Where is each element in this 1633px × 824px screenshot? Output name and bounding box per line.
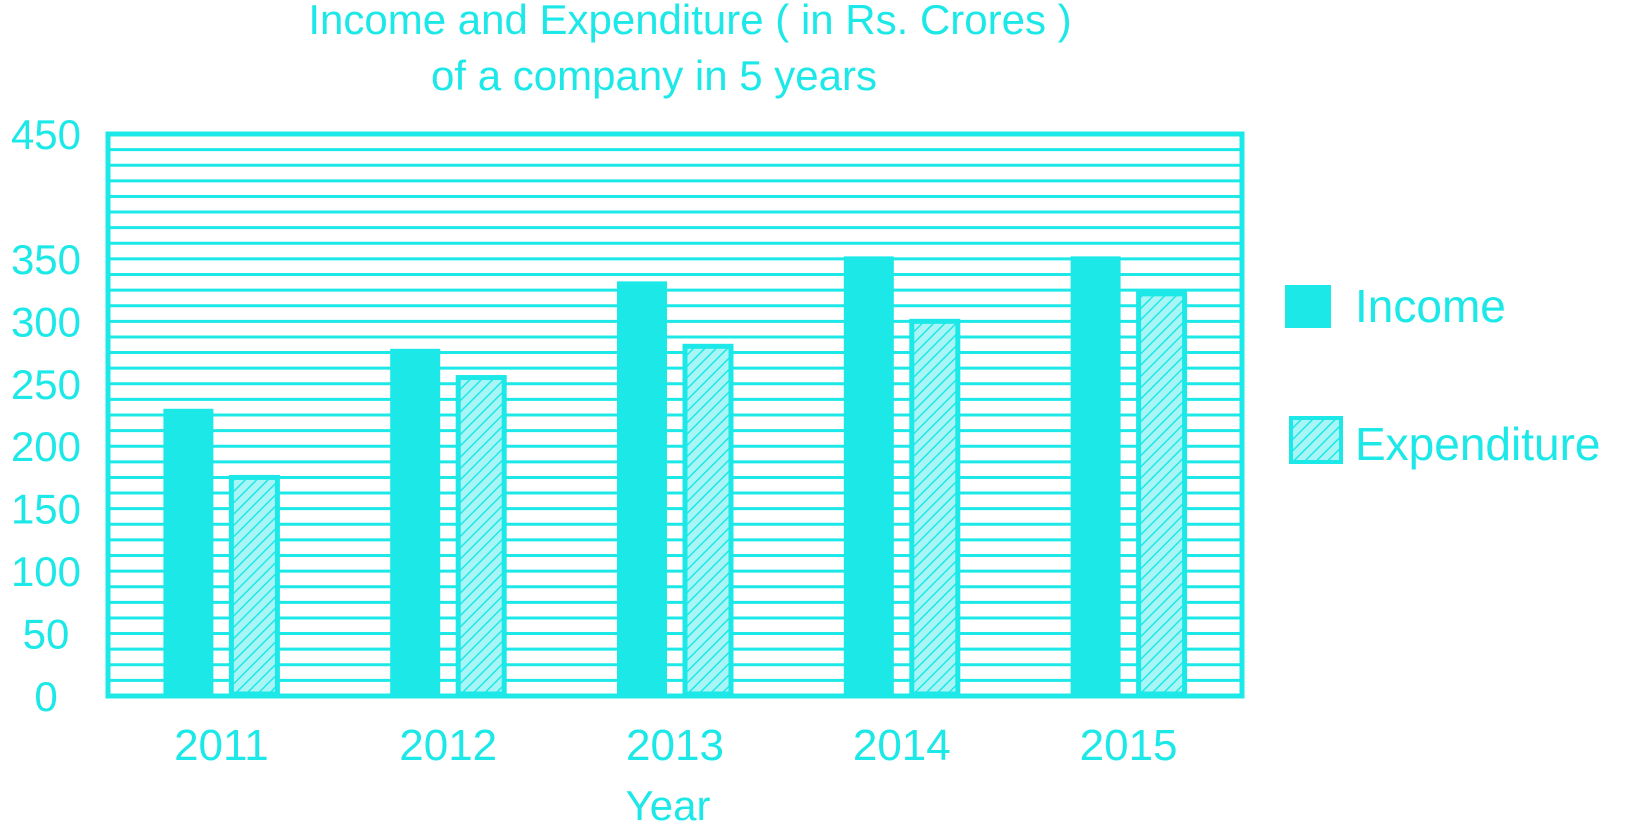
y-tick-label: 450 <box>11 111 81 158</box>
expenditure-bar <box>228 474 280 697</box>
chart-title: Income and Expenditure ( in Rs. Crores ) <box>308 0 1071 43</box>
y-tick-label: 50 <box>23 611 70 658</box>
x-tick-label: 2015 <box>1080 721 1178 770</box>
expenditure-bar <box>455 375 507 697</box>
plot-frame <box>105 131 1245 699</box>
bars <box>163 256 1188 697</box>
x-tick-label: 2013 <box>626 721 724 770</box>
legend-expenditure-label: Expenditure <box>1355 418 1601 470</box>
legend-income-label: Income <box>1355 280 1506 332</box>
expenditure-bar <box>1136 291 1188 697</box>
x-axis-label: Year <box>626 782 711 824</box>
income-bar <box>617 281 667 696</box>
y-tick-label: 100 <box>11 548 81 595</box>
x-axis-ticks: 2011 2012 2013 2014 2015 <box>174 721 1177 770</box>
y-tick-label: 300 <box>11 298 81 345</box>
y-tick-label: 350 <box>11 236 81 283</box>
y-tick-label: 0 <box>34 673 57 720</box>
expenditure-bar <box>682 343 734 697</box>
legend: Income Expenditure <box>1285 280 1601 470</box>
x-tick-label: 2011 <box>174 721 269 770</box>
legend-expenditure-swatch <box>1289 416 1343 464</box>
income-bar <box>163 408 214 696</box>
x-tick-label: 2014 <box>853 721 951 770</box>
gridlines <box>108 132 1242 698</box>
legend-income-swatch <box>1285 285 1331 328</box>
chart-subtitle: of a company in 5 years <box>431 52 877 99</box>
income-bar <box>843 256 894 696</box>
expenditure-bar <box>909 318 961 697</box>
y-axis-ticks: 450 350 300 250 200 150 100 50 0 <box>11 111 81 720</box>
y-tick-label: 250 <box>11 361 81 408</box>
y-tick-label: 200 <box>11 423 81 470</box>
y-tick-label: 150 <box>11 486 81 533</box>
x-tick-label: 2012 <box>399 721 497 770</box>
income-bar <box>1070 256 1121 696</box>
income-bar <box>390 348 441 696</box>
